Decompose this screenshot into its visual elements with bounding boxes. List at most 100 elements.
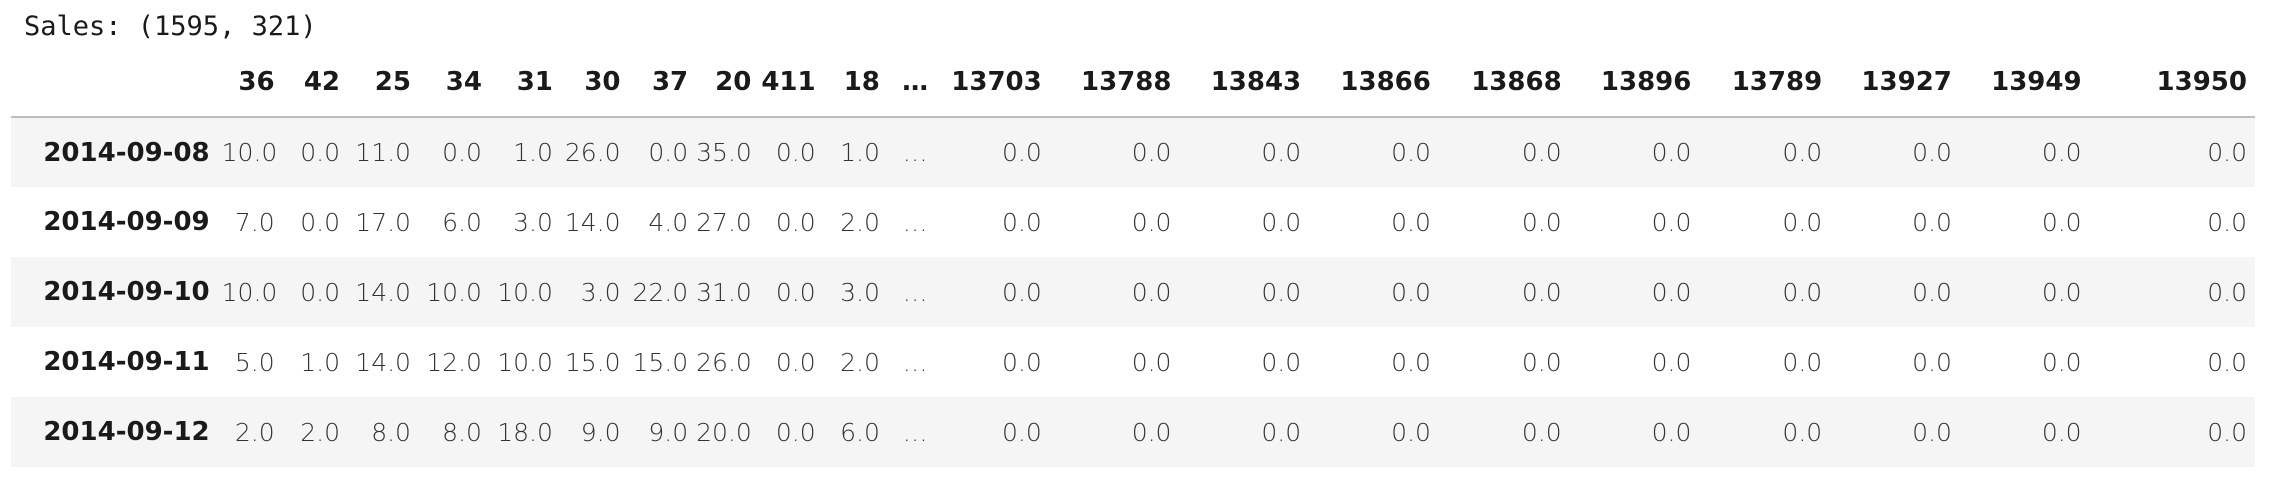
column-header-ellipsis: …	[887, 48, 943, 118]
table-cell: 10.0	[497, 277, 553, 307]
table-cell: 0.0	[442, 138, 482, 167]
table-cell: 0.0	[1651, 417, 1692, 447]
table-cell: 0.0	[2041, 277, 2082, 307]
table-cell: 11.0	[355, 138, 411, 167]
table-cell-ellipsis: …	[902, 277, 928, 307]
table-cell: 1.0	[513, 138, 553, 167]
table-cell: 1.0	[300, 347, 341, 377]
dataframe-table: 36 42 25 34 31 30 37 20 411 18 … 13703 1…	[11, 48, 2255, 467]
column-header: 37	[628, 48, 697, 118]
table-cell: 0.0	[300, 207, 341, 237]
table-cell: 0.0	[1001, 138, 1042, 167]
table-cell: 2.0	[300, 417, 341, 447]
column-header: 20	[696, 48, 760, 118]
table-cell: 0.0	[775, 277, 816, 307]
table-cell: 0.0	[1521, 417, 1562, 447]
table-cell: 2.0	[840, 347, 880, 377]
row-index: 2014-09-08	[43, 137, 210, 168]
table-cell: 0.0	[300, 138, 341, 167]
table-cell: 0.0	[1912, 347, 1952, 377]
table-cell: 10.0	[221, 138, 278, 167]
table-cell: 0.0	[1651, 277, 1692, 307]
table-cell: 10.0	[426, 277, 482, 307]
table-cell: 0.0	[1001, 347, 1042, 377]
table-cell: 0.0	[1782, 277, 1823, 307]
table-cell: 0.0	[1912, 207, 1952, 237]
column-header: 13868	[1438, 48, 1570, 118]
table-cell: 31.0	[696, 277, 752, 307]
table-cell: 0.0	[1001, 417, 1042, 447]
table-cell: 0.0	[2041, 138, 2082, 167]
table-cell: 0.0	[1521, 207, 1562, 237]
table-cell: 0.0	[1131, 277, 1172, 307]
table-header-row: 36 42 25 34 31 30 37 20 411 18 … 13703 1…	[11, 48, 2255, 118]
table-cell: 0.0	[2207, 347, 2247, 377]
table-cell: 14.0	[355, 347, 411, 377]
table-cell: 0.0	[1912, 138, 1952, 167]
column-header: 18	[823, 48, 888, 118]
table-cell: 0.0	[2041, 207, 2082, 237]
table-cell: 2.0	[234, 417, 275, 447]
table-row: 2014-09-12 2.0 2.0 8.0 8.0 18.0 9.0 9.0 …	[11, 397, 2255, 467]
table-cell: 0.0	[1001, 277, 1042, 307]
table-cell: 0.0	[1782, 138, 1823, 167]
table-cell: 3.0	[580, 277, 621, 307]
table-cell: 0.0	[1001, 207, 1042, 237]
table-row: 2014-09-11 5.0 1.0 14.0 12.0 10.0 15.0 1…	[11, 327, 2255, 397]
table-cell: 0.0	[775, 347, 816, 377]
table-cell: 5.0	[234, 347, 275, 377]
table-cell: 17.0	[355, 207, 411, 237]
column-header: 36	[221, 48, 283, 118]
table-row: 2014-09-09 7.0 0.0 17.0 6.0 3.0 14.0 4.0…	[11, 187, 2255, 257]
table-cell: 0.0	[1782, 207, 1823, 237]
column-header: 25	[348, 48, 419, 118]
table-cell: 14.0	[564, 207, 621, 237]
table-row: 2014-09-08 10.0 0.0 11.0 0.0 1.0 26.0 0.…	[11, 117, 2255, 187]
table-cell: 0.0	[1131, 138, 1172, 167]
table-cell: 4.0	[648, 207, 689, 237]
table-cell: 0.0	[1912, 417, 1952, 447]
column-header: 13949	[1959, 48, 2090, 118]
column-header: 34	[418, 48, 490, 118]
table-cell-ellipsis: …	[902, 207, 928, 237]
table-cell: 8.0	[371, 417, 411, 447]
table-cell: 26.0	[564, 138, 621, 167]
column-header: 31	[489, 48, 561, 118]
table-cell: 6.0	[840, 417, 880, 447]
table-cell: 0.0	[1391, 277, 1431, 307]
table-cell: 0.0	[2207, 277, 2247, 307]
table-cell: 12.0	[426, 347, 482, 377]
table-cell: 20.0	[696, 417, 752, 447]
table-cell: 8.0	[442, 417, 482, 447]
table-cell: 2.0	[840, 207, 880, 237]
table-cell: 0.0	[1651, 138, 1692, 167]
column-header: 13950	[2089, 48, 2255, 118]
row-index: 2014-09-10	[43, 277, 210, 307]
index-header	[11, 48, 222, 118]
table-cell: 35.0	[696, 138, 752, 167]
table-cell: 15.0	[632, 347, 689, 377]
table-cell: 9.0	[648, 417, 689, 447]
column-header: 13866	[1309, 48, 1439, 118]
table-cell: 3.0	[840, 277, 880, 307]
table-cell: 0.0	[2207, 417, 2247, 447]
column-header: 13788	[1049, 48, 1180, 118]
table-cell: 0.0	[2207, 207, 2247, 237]
table-cell-ellipsis: …	[902, 138, 928, 167]
row-index: 2014-09-12	[43, 417, 210, 447]
table-cell: 0.0	[1261, 207, 1302, 237]
table-cell: 6.0	[442, 207, 482, 237]
table-cell: 0.0	[775, 417, 816, 447]
column-header: 13703	[942, 48, 1050, 118]
table-cell: 27.0	[696, 207, 752, 237]
table-cell: 26.0	[696, 347, 752, 377]
table-cell: 0.0	[1261, 138, 1302, 167]
table-cell: 0.0	[1391, 138, 1431, 167]
table-cell: 0.0	[1651, 347, 1692, 377]
table-cell: 0.0	[775, 138, 816, 167]
table-cell-ellipsis: …	[902, 347, 928, 377]
table-cell: 0.0	[1131, 207, 1172, 237]
table-cell-ellipsis: …	[902, 417, 928, 447]
cell-output-text: Sales: (1595, 321)	[24, 11, 317, 42]
table-cell: 0.0	[2207, 138, 2247, 167]
